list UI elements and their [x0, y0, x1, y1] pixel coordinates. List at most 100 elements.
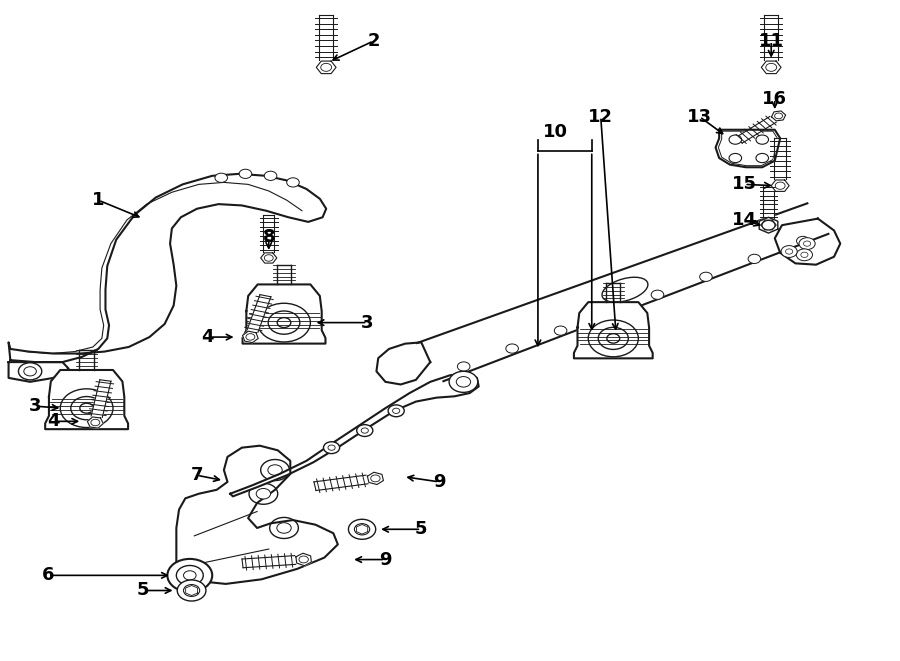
Circle shape [328, 445, 335, 450]
Circle shape [356, 424, 373, 436]
Circle shape [796, 249, 813, 260]
Text: 4: 4 [47, 412, 59, 430]
Circle shape [699, 272, 712, 282]
Circle shape [215, 173, 228, 182]
Polygon shape [314, 475, 368, 490]
Polygon shape [574, 302, 652, 358]
Polygon shape [761, 61, 781, 73]
Text: 2: 2 [367, 32, 380, 50]
Circle shape [598, 327, 628, 350]
Polygon shape [775, 219, 841, 264]
Circle shape [796, 237, 809, 245]
Polygon shape [771, 180, 789, 192]
Circle shape [18, 363, 41, 380]
Circle shape [268, 311, 300, 334]
Polygon shape [9, 362, 68, 382]
Polygon shape [774, 138, 787, 179]
Polygon shape [176, 446, 338, 584]
Circle shape [729, 135, 742, 144]
Circle shape [764, 222, 773, 228]
Circle shape [261, 459, 290, 481]
Circle shape [506, 344, 518, 353]
Text: 9: 9 [379, 551, 392, 568]
Text: 15: 15 [732, 175, 757, 194]
Text: 11: 11 [759, 32, 784, 50]
Circle shape [766, 63, 777, 71]
Circle shape [287, 178, 300, 187]
Circle shape [184, 584, 200, 596]
Polygon shape [760, 220, 776, 230]
Circle shape [355, 524, 370, 535]
Circle shape [801, 253, 808, 257]
Circle shape [748, 254, 760, 264]
Circle shape [176, 565, 203, 585]
Circle shape [603, 308, 616, 317]
Polygon shape [242, 556, 296, 568]
Text: 9: 9 [433, 473, 446, 491]
Circle shape [80, 403, 94, 413]
Circle shape [457, 362, 470, 371]
Circle shape [652, 290, 664, 299]
Circle shape [762, 221, 775, 230]
Circle shape [320, 63, 331, 71]
Text: 14: 14 [732, 211, 757, 229]
Circle shape [348, 520, 375, 539]
Circle shape [781, 246, 797, 257]
Text: 3: 3 [361, 313, 374, 332]
Circle shape [60, 389, 113, 428]
Circle shape [184, 570, 196, 580]
Circle shape [257, 303, 310, 342]
Circle shape [249, 483, 278, 504]
Text: 7: 7 [191, 466, 203, 485]
Polygon shape [261, 253, 277, 263]
Polygon shape [771, 111, 786, 121]
Circle shape [729, 153, 742, 163]
Circle shape [277, 523, 292, 533]
Text: 10: 10 [544, 123, 569, 141]
Circle shape [265, 254, 274, 261]
Polygon shape [263, 215, 274, 252]
Circle shape [265, 171, 277, 180]
Polygon shape [243, 331, 258, 342]
Circle shape [607, 334, 620, 343]
Circle shape [775, 182, 785, 189]
Circle shape [775, 113, 782, 119]
Polygon shape [296, 553, 311, 566]
Circle shape [239, 169, 252, 178]
Circle shape [804, 241, 811, 247]
Circle shape [361, 428, 368, 433]
Circle shape [177, 580, 206, 601]
Circle shape [786, 249, 793, 254]
Text: 5: 5 [415, 520, 428, 538]
Circle shape [392, 408, 400, 413]
Circle shape [91, 419, 100, 426]
Circle shape [554, 326, 567, 335]
Circle shape [299, 556, 309, 563]
Text: 4: 4 [202, 328, 214, 346]
Circle shape [246, 334, 255, 340]
Circle shape [756, 153, 769, 163]
Circle shape [388, 405, 404, 416]
Circle shape [589, 320, 638, 357]
Polygon shape [230, 373, 479, 496]
Circle shape [71, 397, 103, 420]
Ellipse shape [602, 277, 648, 302]
Circle shape [323, 442, 339, 453]
Polygon shape [367, 472, 383, 485]
Circle shape [449, 371, 478, 393]
Polygon shape [736, 116, 777, 143]
Polygon shape [87, 417, 104, 428]
Polygon shape [316, 61, 336, 73]
Polygon shape [417, 204, 828, 381]
Polygon shape [247, 295, 271, 332]
Text: 6: 6 [41, 566, 54, 584]
Circle shape [256, 488, 271, 499]
Polygon shape [763, 184, 774, 219]
Circle shape [756, 135, 769, 144]
Polygon shape [9, 174, 326, 362]
Circle shape [23, 367, 36, 376]
Circle shape [456, 377, 471, 387]
Polygon shape [243, 284, 326, 344]
Circle shape [371, 475, 380, 482]
Polygon shape [91, 380, 111, 417]
